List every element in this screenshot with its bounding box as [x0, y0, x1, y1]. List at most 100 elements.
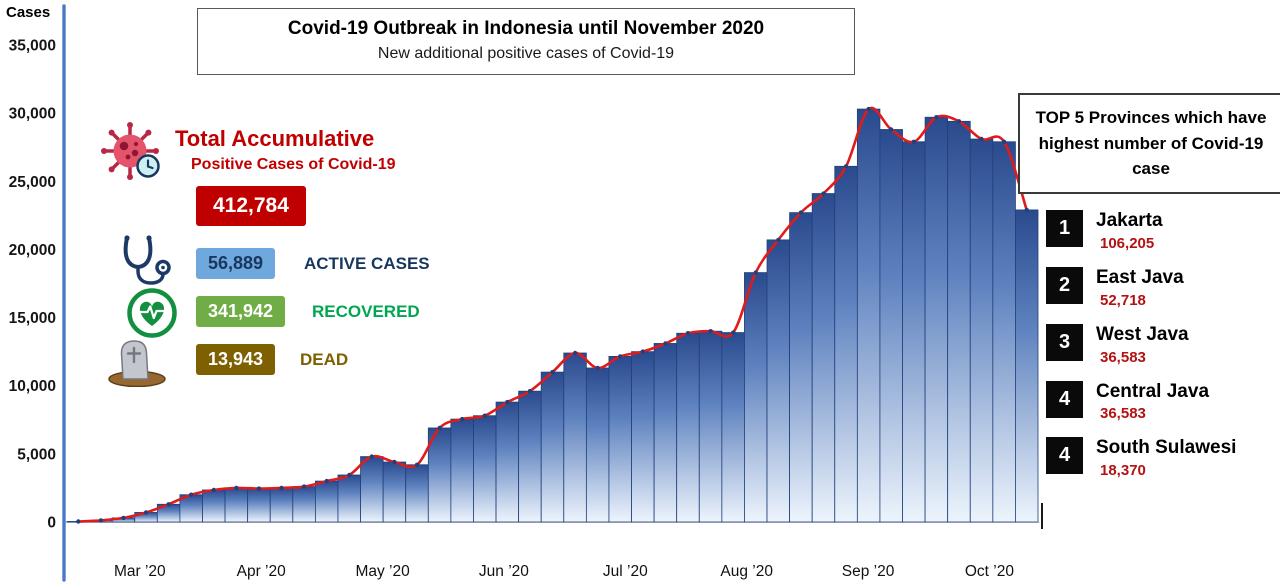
positive-cases-heading: Positive Cases of Covid-19: [191, 156, 396, 173]
province-row: 2 East Java 52,718: [1046, 266, 1280, 309]
data-point: [821, 191, 826, 196]
top5-provinces-title-box: TOP 5 Provinces which have highest numbe…: [1018, 93, 1280, 194]
weekly-cases-bar: [992, 141, 1016, 523]
x-month-label: May ’20: [355, 563, 410, 580]
data-point: [979, 136, 984, 142]
province-value: 36,583: [1100, 405, 1146, 423]
y-tick-label: 0: [47, 515, 56, 532]
data-point: [685, 331, 691, 336]
y-tick-label: 20,000: [9, 242, 56, 259]
data-point: [482, 413, 487, 418]
data-point: [798, 210, 804, 215]
weekly-cases-bar: [202, 489, 226, 523]
data-point: [572, 350, 578, 356]
virus-icon: [101, 122, 160, 180]
data-point: [663, 341, 668, 346]
data-point: [279, 485, 284, 491]
dead-badge: 13,943: [196, 344, 276, 375]
data-point: [640, 349, 645, 354]
weekly-cases-bar: [1015, 209, 1039, 523]
data-point: [301, 484, 307, 489]
province-row: 1 Jakarta 106,205: [1046, 210, 1280, 252]
rank-badge: 4: [1046, 380, 1083, 418]
chart-title: Covid-19 Outbreak in Indonesia until Nov…: [287, 18, 765, 39]
weekly-cases-bar: [653, 343, 678, 523]
x-month-label: Apr ’20: [237, 563, 286, 580]
weekly-cases-bar: [269, 487, 294, 523]
total-cases-badge: 412,784: [196, 186, 306, 226]
data-point: [956, 119, 962, 124]
weekly-cases-bar: [969, 138, 994, 523]
data-point: [505, 399, 510, 405]
province-name: South Sulawesi: [1096, 437, 1237, 459]
province-name: Jakarta: [1096, 210, 1163, 231]
weekly-cases-bar: [879, 129, 903, 523]
active-cases-badge: 56,889: [196, 248, 276, 279]
recovered-badge: 341,942: [196, 296, 286, 327]
data-point: [256, 486, 262, 491]
x-month-label: Aug ’20: [720, 563, 773, 580]
heart-pulse-icon: [127, 288, 177, 338]
x-month-label: Oct ’20: [965, 563, 1014, 580]
weekly-cases-bar: [856, 108, 881, 523]
data-point: [1001, 139, 1007, 144]
rank-badge: 4: [1046, 437, 1083, 475]
province-value: 52,718: [1100, 291, 1146, 309]
y-axis-title: Cases: [6, 4, 51, 21]
weekly-cases-bar: [292, 486, 316, 523]
rank-badge: 3: [1046, 323, 1083, 361]
y-tick-label: 35,000: [9, 38, 56, 55]
province-row: 4 Central Java 36,583: [1046, 380, 1280, 423]
y-tick-label: 30,000: [9, 106, 56, 123]
top5-provinces-list: 1 Jakarta 106,205 2 East Java 52,718 3 W…: [1046, 210, 1280, 494]
rank-badge: 2: [1046, 266, 1083, 304]
province-row: 3 West Java 36,583: [1046, 323, 1280, 366]
weekly-cases-bar: [247, 488, 271, 523]
province-entry: Central Java 36,583: [1096, 381, 1209, 423]
province-value: 18,370: [1100, 462, 1146, 480]
data-point: [843, 164, 849, 169]
stethoscope-icon: [123, 235, 171, 285]
weekly-cases-bar: [789, 212, 813, 523]
data-point: [776, 237, 781, 243]
data-point: [595, 365, 600, 371]
weekly-cases-bar: [608, 356, 632, 523]
data-point: [98, 518, 104, 523]
tombstone-icon: [108, 340, 166, 387]
data-point: [934, 115, 939, 120]
total-accumulative-heading: Total Accumulative: [175, 126, 375, 151]
weekly-cases-bar: [518, 390, 542, 523]
active-cases-label: ACTIVE CASES: [304, 254, 430, 273]
chart-title-box: Covid-19 Outbreak in Indonesia until Nov…: [197, 8, 855, 75]
data-point: [392, 459, 397, 465]
data-point: [550, 369, 555, 375]
province-name: East Java: [1096, 266, 1184, 288]
data-point: [166, 502, 171, 507]
data-point: [324, 478, 329, 484]
weekly-cases-bar: [698, 330, 723, 523]
y-tick-label: 25,000: [9, 174, 56, 191]
weekly-cases-bar: [473, 415, 497, 523]
data-point: [460, 416, 465, 422]
data-point: [211, 487, 216, 493]
weekly-cases-bar: [360, 456, 384, 523]
data-point: [121, 515, 126, 521]
weekly-cases-bar: [811, 193, 836, 523]
data-point: [143, 510, 149, 515]
weekly-cases-bar: [631, 351, 655, 523]
recovered-label: RECOVERED: [312, 302, 420, 321]
province-entry: South Sulawesi 18,370: [1096, 437, 1236, 479]
data-point: [414, 462, 420, 467]
data-point: [437, 425, 442, 431]
weekly-cases-bar: [337, 474, 361, 523]
province-row: 4 South Sulawesi 18,370: [1046, 437, 1280, 479]
x-month-label: Jun ’20: [479, 563, 529, 580]
data-point: [911, 139, 916, 144]
weekly-cases-bar: [721, 332, 745, 523]
province-value: 106,205: [1100, 234, 1155, 252]
weekly-cases-bar: [224, 487, 249, 523]
data-point: [527, 389, 533, 394]
dead-label: DEAD: [300, 350, 349, 369]
data-point: [347, 472, 352, 478]
